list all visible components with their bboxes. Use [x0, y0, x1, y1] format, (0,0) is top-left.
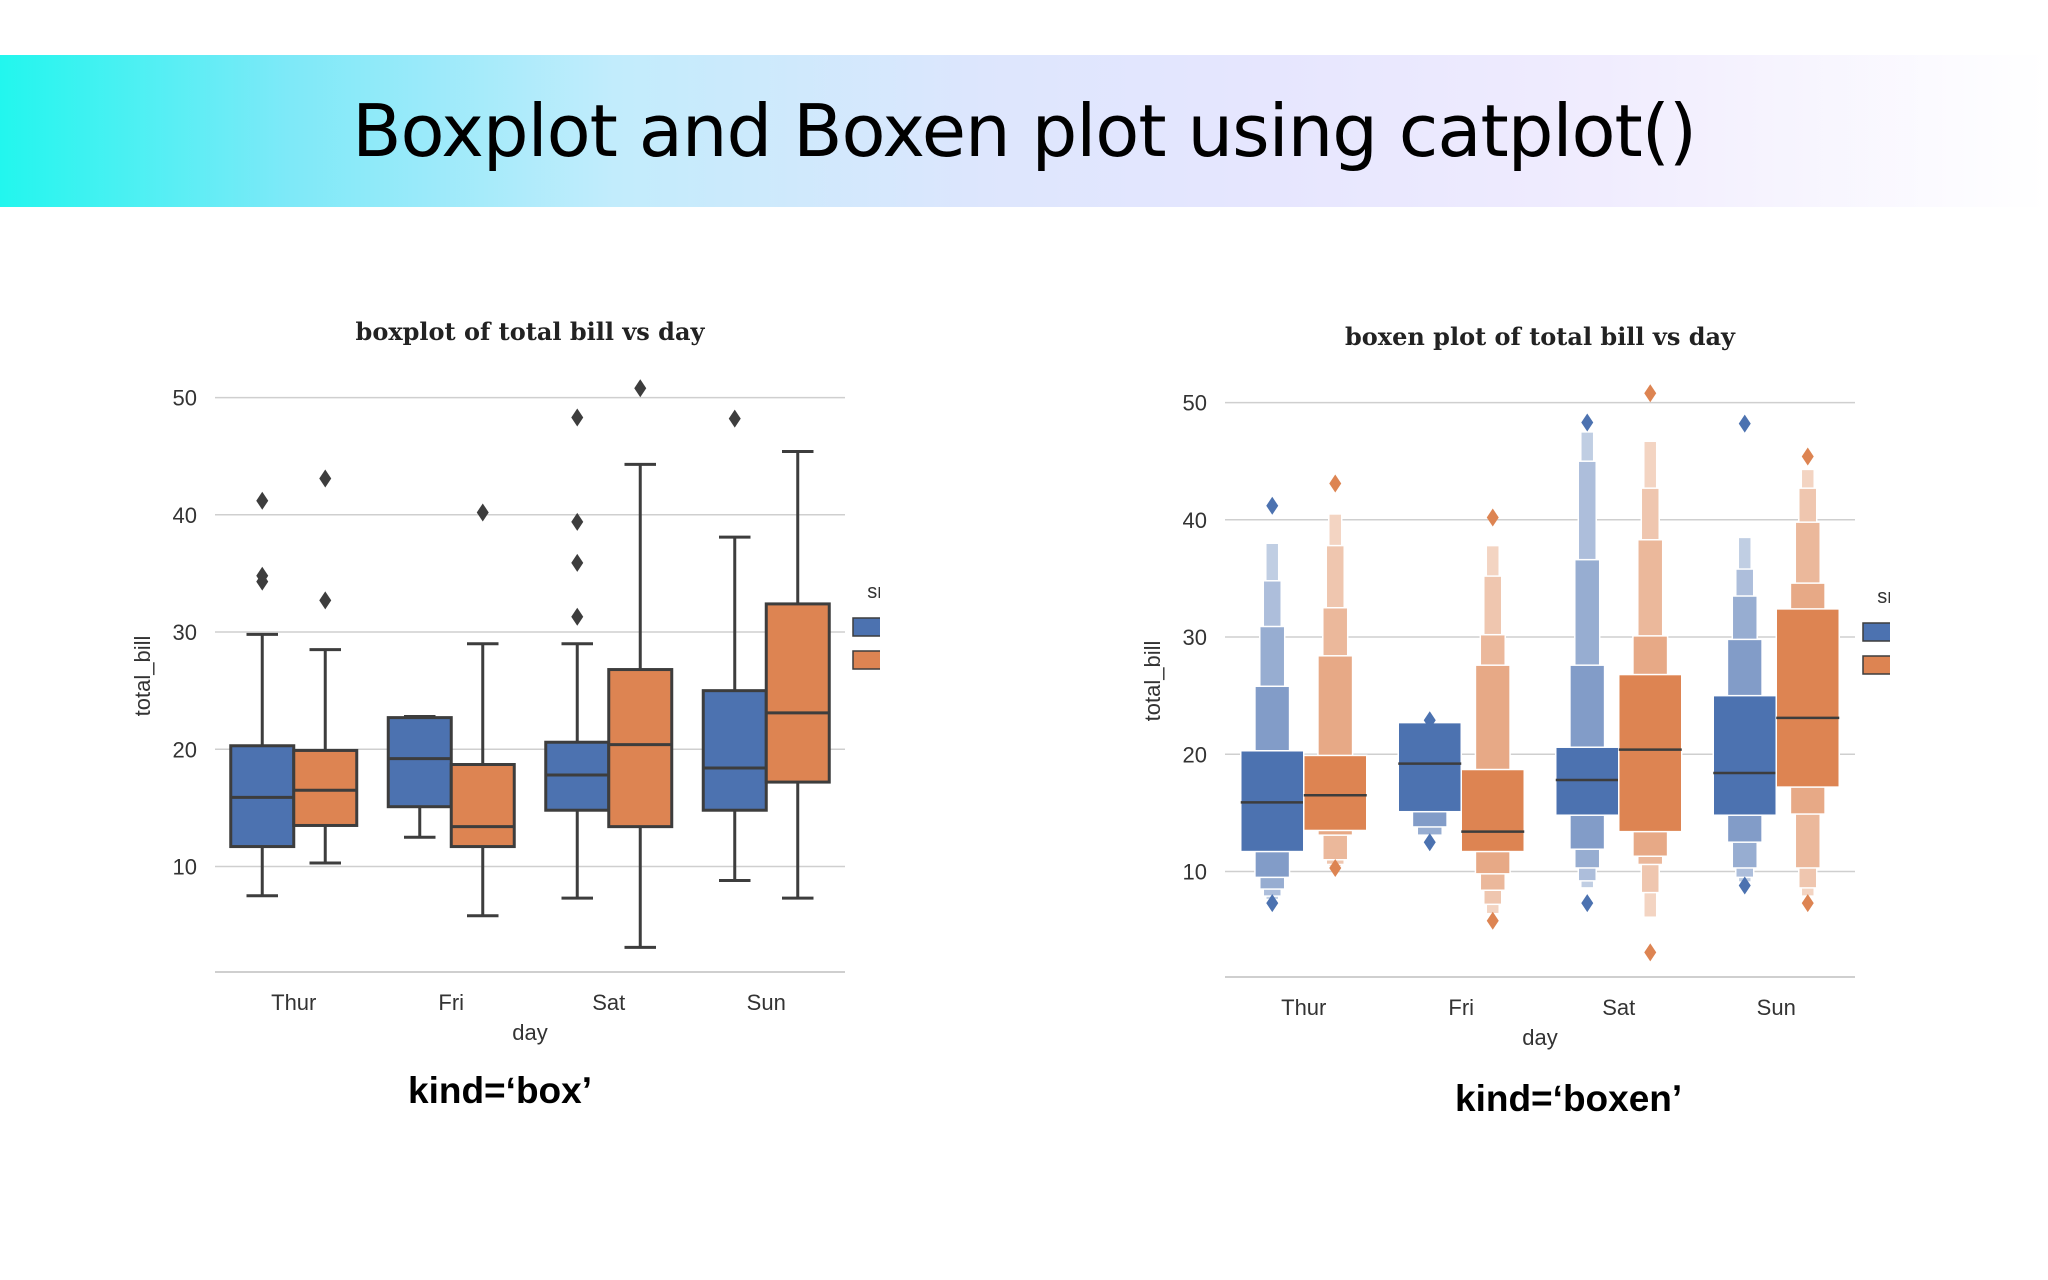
outlier-point	[1738, 876, 1751, 895]
caption-box-kind: kind=‘box’	[408, 1070, 593, 1111]
boxen-level-no-fri	[1397, 721, 1462, 813]
y-tick-label: 40	[1183, 508, 1207, 533]
y-tick-label: 20	[1183, 742, 1207, 767]
legend-title: smoker	[867, 581, 880, 603]
y-tick-label: 50	[1183, 391, 1207, 416]
boxen-level-yes-thur	[1303, 754, 1368, 832]
y-tick-label: 20	[173, 737, 197, 762]
outlier-point	[1581, 894, 1594, 913]
x-tick-label: Sat	[592, 990, 625, 1015]
y-axis-label: total_bill	[130, 636, 155, 717]
x-axis-label: day	[512, 1020, 547, 1045]
outlier-point	[1266, 894, 1279, 913]
outlier-point	[1738, 414, 1751, 433]
outlier-point	[1801, 447, 1814, 466]
box-no-sun	[701, 689, 768, 812]
outlier-point	[1329, 474, 1342, 493]
x-tick-label: Fri	[1448, 995, 1474, 1020]
y-tick-label: 40	[173, 503, 197, 528]
outlier-point	[1423, 711, 1436, 730]
y-tick-label: 30	[173, 620, 197, 645]
outlier-point	[1644, 943, 1657, 962]
outlier-point	[1801, 894, 1814, 913]
boxplot-chart: boxplot of total bill vs day 10 20 30 40 50 Th…	[130, 317, 880, 1045]
boxen-level-yes-fri	[1460, 768, 1525, 853]
boxen-level-yes-sat	[1618, 673, 1683, 833]
outlier-point	[571, 553, 584, 572]
y-axis-label: total_bill	[1140, 641, 1165, 722]
outlier-point	[1486, 508, 1499, 527]
outlier-point	[634, 379, 647, 398]
x-tick-label: Thur	[1281, 995, 1326, 1020]
outlier-point	[1644, 384, 1657, 403]
legend-swatch-yes	[852, 650, 880, 670]
caption-boxen-kind: kind=‘boxen’	[1455, 1078, 1683, 1119]
outlier-point	[1266, 496, 1279, 515]
page-title: Boxplot and Boxen plot using catplot()	[352, 89, 1697, 173]
box-yes-thur	[292, 748, 359, 827]
y-tick-label: 50	[173, 386, 197, 411]
outlier-point	[1486, 911, 1499, 930]
outlier-point	[256, 566, 269, 585]
legend-swatch-no	[852, 617, 880, 637]
y-tick-label: 10	[1183, 859, 1207, 884]
chart-title: boxen plot of total bill vs day	[1345, 322, 1736, 351]
chart-title: boxplot of total bill vs day	[356, 317, 706, 346]
legend-swatch-no	[1862, 622, 1890, 642]
outlier-point	[571, 607, 584, 626]
box-yes-sat	[607, 668, 674, 829]
legend-swatch-yes	[1862, 655, 1890, 675]
x-axis-label: day	[1522, 1025, 1557, 1050]
box-yes-fri	[449, 763, 516, 849]
x-tick-label: Sun	[747, 990, 786, 1015]
boxen-chart: boxen plot of total bill vs day 10 20 30 40 5…	[1140, 322, 1890, 1050]
outlier-point	[1581, 413, 1594, 432]
outlier-point	[1329, 858, 1342, 877]
y-tick-label: 30	[1183, 625, 1207, 650]
y-tick-label: 10	[173, 854, 197, 879]
title-banner: Boxplot and Boxen plot using catplot()	[0, 55, 2048, 207]
x-tick-label: Thur	[271, 990, 316, 1015]
box-no-fri	[386, 716, 453, 809]
legend-title: smoker	[1877, 586, 1890, 608]
outlier-point	[256, 491, 269, 510]
outlier-point	[319, 469, 332, 488]
x-tick-label: Sat	[1602, 995, 1635, 1020]
outlier-point	[476, 503, 489, 522]
outlier-point	[319, 591, 332, 610]
boxen-level-no-sun	[1712, 694, 1777, 816]
outlier-point	[571, 408, 584, 427]
outlier-point	[1423, 833, 1436, 852]
box-yes-sun	[764, 602, 831, 784]
x-tick-label: Sun	[1757, 995, 1796, 1020]
outlier-point	[728, 409, 741, 428]
x-tick-label: Fri	[438, 990, 464, 1015]
outlier-point	[571, 512, 584, 531]
boxen-level-yes-sun	[1775, 608, 1840, 788]
